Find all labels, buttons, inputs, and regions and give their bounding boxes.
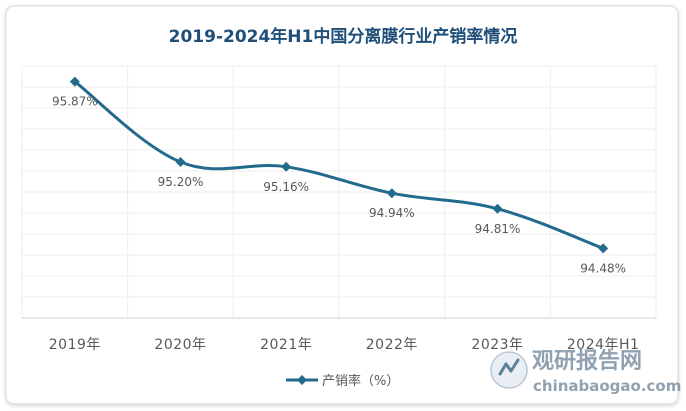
x-tick-label: 2024年H1 xyxy=(567,337,640,353)
legend-diamond-marker xyxy=(297,375,307,385)
data-label: 95.20% xyxy=(158,175,204,189)
legend-series-label: 产销率（%） xyxy=(322,373,399,389)
x-tick-label: 2023年 xyxy=(471,337,523,353)
data-label: 94.81% xyxy=(475,222,521,236)
x-tick-label: 2021年 xyxy=(260,337,312,353)
data-point-marker xyxy=(386,188,397,199)
data-label: 94.48% xyxy=(580,261,626,275)
chart-title: 2019-2024年H1中国分离膜行业产销率情况 xyxy=(169,26,518,47)
watermark-logo-chart-icon xyxy=(498,358,520,376)
data-label: 95.87% xyxy=(52,95,98,109)
watermark-brand: 观研报告网 xyxy=(532,349,642,374)
watermark-url: chinabaogao.com xyxy=(533,377,681,395)
x-tick-label: 2020年 xyxy=(154,337,206,353)
x-tick-label: 2019年 xyxy=(49,337,101,353)
data-label: 94.94% xyxy=(369,206,415,220)
x-tick-label: 2022年 xyxy=(366,337,418,353)
series-line xyxy=(73,80,604,250)
data-point-marker xyxy=(492,203,503,214)
data-point-marker xyxy=(281,161,292,172)
data-point-marker xyxy=(69,76,80,87)
legend: 产销率（%） xyxy=(286,373,399,389)
plot-area: 95.87% 95.20% 95.16% 94.94% 94.81% 94.48% 2019… xyxy=(21,65,657,353)
watermark: 观研报告网 chinabaogao.com xyxy=(490,349,681,395)
data-label: 95.16% xyxy=(263,180,309,194)
data-point-marker xyxy=(598,243,609,254)
data-point-marker xyxy=(175,157,186,167)
